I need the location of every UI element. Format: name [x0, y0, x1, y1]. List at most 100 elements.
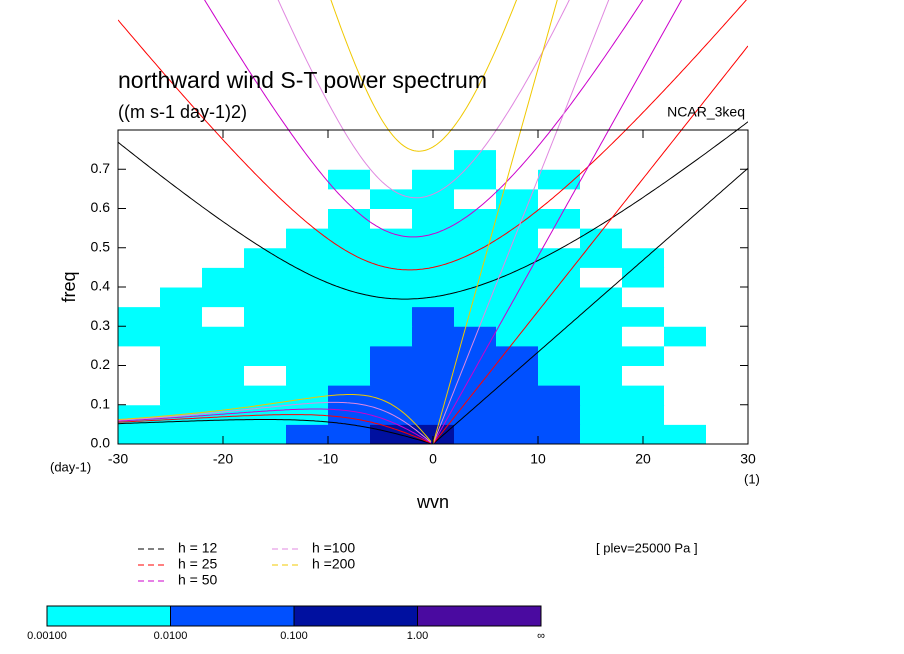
field-cell	[370, 345, 413, 366]
field-cell	[202, 306, 245, 327]
field-cell	[412, 247, 455, 268]
field-cell	[538, 404, 581, 425]
field-cell	[118, 267, 161, 288]
field-cell	[286, 169, 329, 190]
field-cell	[496, 306, 539, 327]
field-cell	[496, 169, 539, 190]
y-tick-label: 0.6	[91, 199, 111, 215]
chart-title: northward wind S-T power spectrum	[118, 67, 487, 93]
y-unit: (day-1)	[50, 459, 91, 474]
field-cell	[118, 287, 161, 308]
field-cell	[622, 188, 665, 209]
field-cell	[244, 306, 287, 327]
field-cell	[496, 149, 539, 170]
field-cell	[118, 326, 161, 347]
legend-label: h = 25	[178, 556, 218, 572]
field-cell	[706, 385, 749, 406]
field-cell	[118, 306, 161, 327]
field-cell	[622, 326, 665, 347]
field-cell	[412, 404, 455, 425]
field-cell	[244, 149, 287, 170]
field-cell	[286, 326, 329, 347]
field-cell	[580, 345, 623, 366]
field-cell	[664, 404, 707, 425]
field-cell	[664, 306, 707, 327]
field-cell	[580, 169, 623, 190]
field-cell	[622, 267, 665, 288]
field-cell	[622, 208, 665, 229]
field-cell	[328, 188, 371, 209]
field-cell	[454, 130, 497, 151]
y-tick-label: 0.3	[91, 317, 111, 333]
field-cell	[328, 404, 371, 425]
field-cell	[244, 287, 287, 308]
field-cell	[412, 228, 455, 249]
field-cell	[622, 130, 665, 151]
field-cell	[286, 188, 329, 209]
field-cell	[706, 345, 749, 366]
field-cell	[622, 287, 665, 308]
colorbar-label: 0.100	[280, 630, 308, 642]
field-cell	[496, 326, 539, 347]
field-cell	[118, 208, 161, 229]
field-cell	[160, 208, 203, 229]
colorbar-label: 0.0100	[154, 630, 188, 642]
field-cell	[118, 247, 161, 268]
field-cell	[454, 149, 497, 170]
field-cell	[580, 424, 623, 445]
dispersion-curve	[330, 0, 518, 152]
field-cell	[622, 247, 665, 268]
field-cell	[412, 326, 455, 347]
field-cell	[202, 208, 245, 229]
field-cell	[118, 345, 161, 366]
field-cell	[286, 208, 329, 229]
field-cell	[202, 287, 245, 308]
colorbar-segment	[46, 605, 171, 627]
field-cell	[370, 169, 413, 190]
field-cell	[538, 306, 581, 327]
field-cell	[454, 169, 497, 190]
dispersion-curve	[204, 0, 644, 238]
field-cell	[160, 169, 203, 190]
field-cell	[370, 326, 413, 347]
legend-label: h = 12	[178, 540, 218, 556]
field-cell	[664, 247, 707, 268]
field-cell	[160, 228, 203, 249]
field-cell	[622, 365, 665, 386]
field-cell	[244, 267, 287, 288]
field-cell	[328, 169, 371, 190]
field-cell	[202, 267, 245, 288]
field-cell	[370, 287, 413, 308]
field-cell	[370, 188, 413, 209]
x-tick-label: 30	[740, 451, 756, 467]
field-cell	[118, 188, 161, 209]
field-cell	[580, 188, 623, 209]
field-cell	[202, 385, 245, 406]
field-cell	[664, 267, 707, 288]
field-cell	[328, 424, 371, 445]
dispersion-curve	[277, 0, 570, 199]
field-cell	[202, 228, 245, 249]
field-cell	[370, 385, 413, 406]
field-cell	[706, 424, 749, 445]
field-cell	[118, 424, 161, 445]
field-cell	[412, 130, 455, 151]
field-cell	[622, 385, 665, 406]
field-cell	[328, 345, 371, 366]
field-cell	[202, 365, 245, 386]
field-cell	[622, 306, 665, 327]
field-cell	[706, 247, 749, 268]
field-cell	[664, 385, 707, 406]
field-cell	[538, 287, 581, 308]
field-cell	[706, 228, 749, 249]
field-cell	[664, 208, 707, 229]
field-cell	[496, 404, 539, 425]
field-cell	[160, 326, 203, 347]
field-cell	[496, 267, 539, 288]
field-cell	[160, 306, 203, 327]
field	[118, 130, 749, 445]
field-cell	[286, 306, 329, 327]
field-cell	[706, 365, 749, 386]
field-cell	[370, 247, 413, 268]
field-cell	[328, 228, 371, 249]
